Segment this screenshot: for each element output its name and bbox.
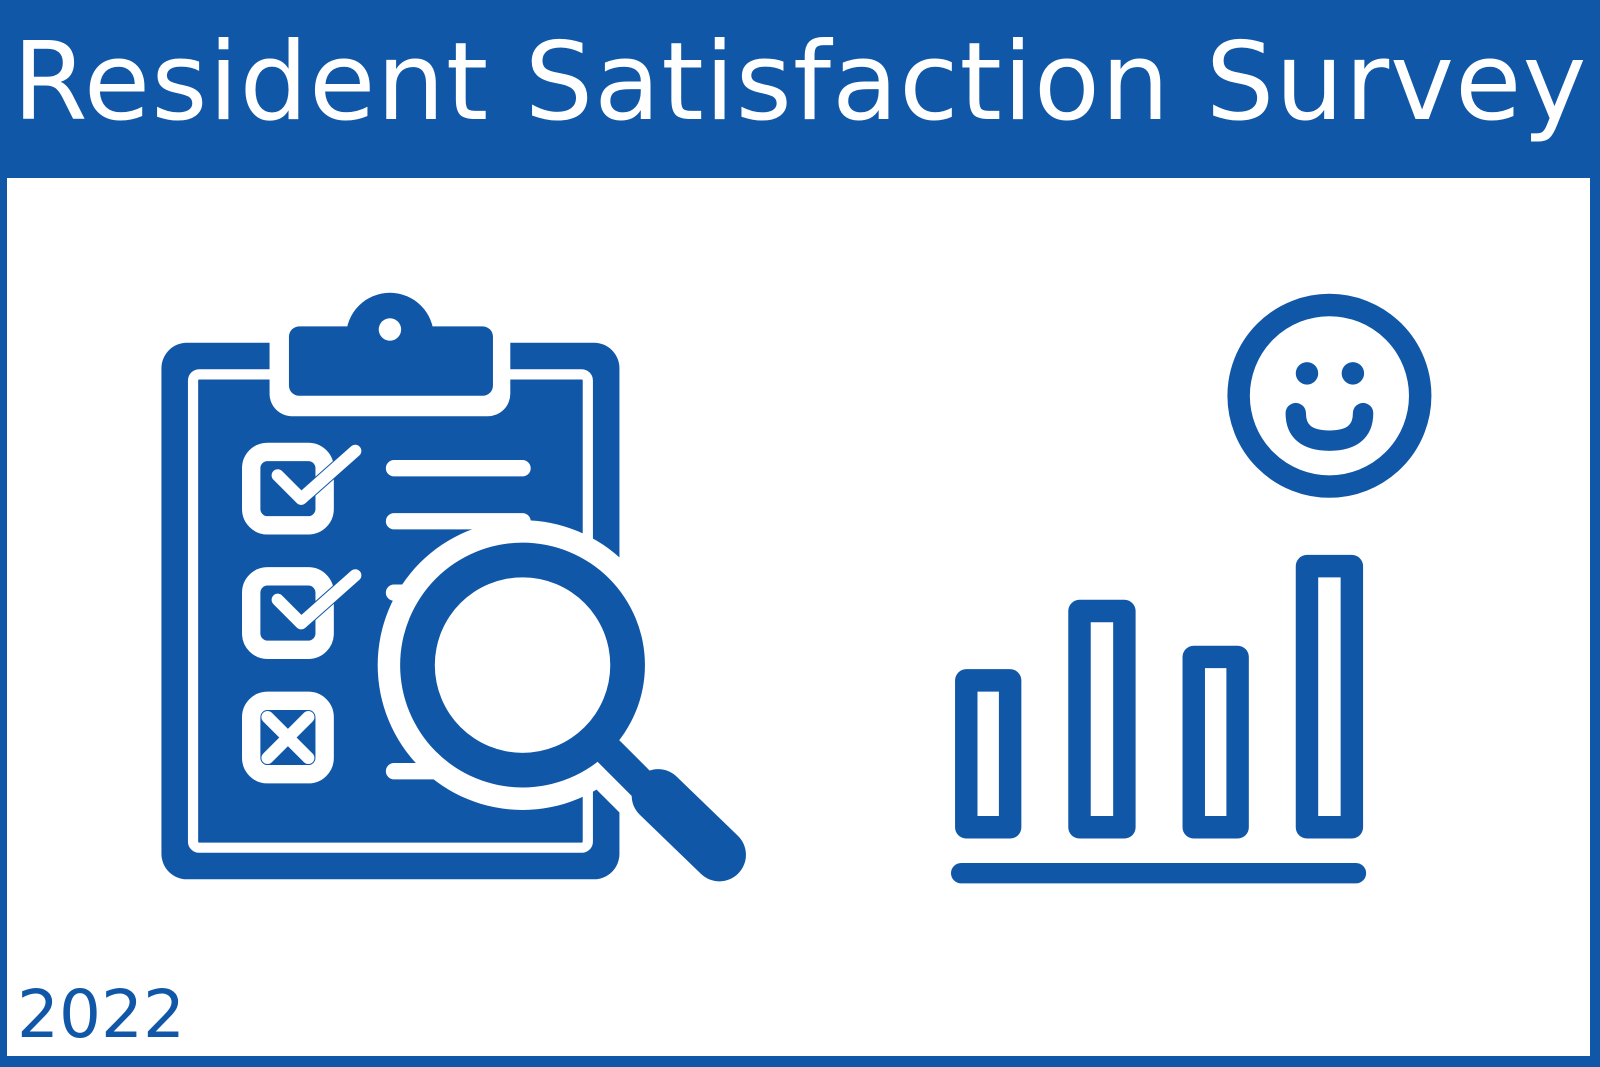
- bar-4: [1295, 554, 1364, 839]
- header-banner: Resident Satisfaction Survey: [0, 0, 1600, 178]
- bar-2: [1068, 599, 1136, 839]
- bar-chart-icon: [950, 554, 1367, 884]
- smiley-face-icon: [1227, 293, 1432, 498]
- page-title: Resident Satisfaction Survey: [12, 20, 1588, 145]
- magnifying-glass-icon: [377, 520, 746, 883]
- bar-3: [1182, 645, 1249, 839]
- survey-year: 2022: [17, 976, 185, 1053]
- bar-1: [955, 669, 1022, 839]
